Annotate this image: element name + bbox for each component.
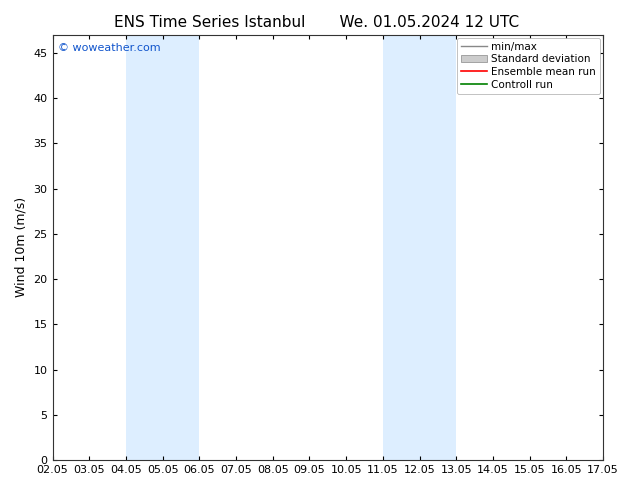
Bar xyxy=(126,35,199,460)
Y-axis label: Wind 10m (m/s): Wind 10m (m/s) xyxy=(15,197,28,297)
Text: © woweather.com: © woweather.com xyxy=(58,43,160,53)
Text: ENS Time Series Istanbul       We. 01.05.2024 12 UTC: ENS Time Series Istanbul We. 01.05.2024 … xyxy=(115,15,519,30)
Legend: min/max, Standard deviation, Ensemble mean run, Controll run: min/max, Standard deviation, Ensemble me… xyxy=(456,38,600,94)
Bar xyxy=(383,35,456,460)
